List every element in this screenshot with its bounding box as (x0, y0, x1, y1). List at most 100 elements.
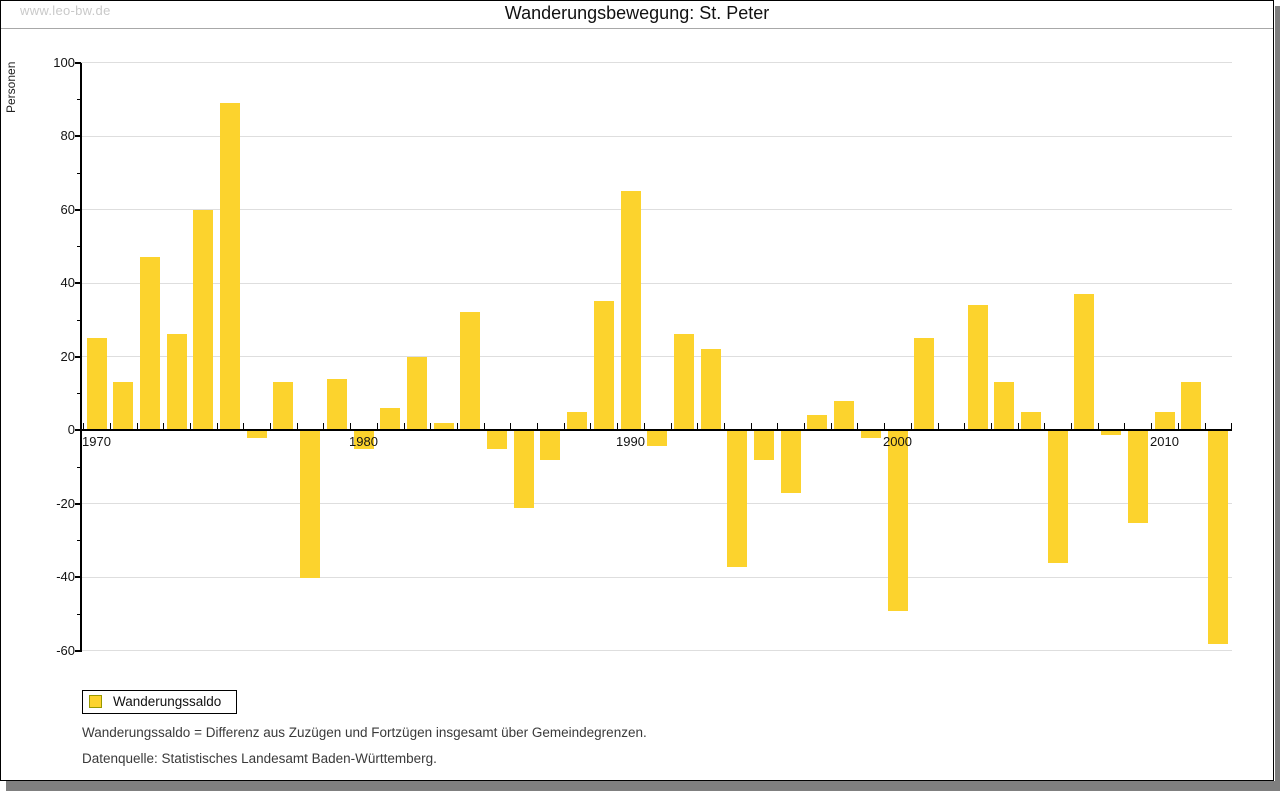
x-boundary-tick (670, 423, 672, 429)
chart-title: Wanderungsbewegung: St. Peter (504, 3, 770, 23)
bar-1976 (246, 431, 267, 439)
bar-1987 (540, 431, 561, 461)
bar-2006 (1047, 431, 1068, 564)
y-axis-label--60: -60 (56, 642, 75, 658)
x-boundary-tick (723, 423, 725, 429)
y-tick-0 (75, 429, 81, 431)
bar-2010 (1154, 411, 1175, 430)
x-boundary-tick (1231, 423, 1233, 429)
x-boundary-tick (136, 423, 138, 429)
x-boundary-tick (350, 423, 352, 429)
bar-2008 (1101, 431, 1122, 435)
x-boundary-tick (1097, 423, 1099, 429)
gridline--40 (81, 576, 1232, 578)
bar-1990 (620, 191, 641, 430)
bar-1982 (406, 356, 427, 430)
x-boundary-tick (910, 423, 912, 429)
x-boundary-tick (189, 423, 191, 429)
drop-shadow-right (1275, 6, 1280, 791)
x-boundary-tick (163, 423, 165, 429)
bar-2009 (1127, 431, 1148, 523)
y-minor-tick--30 (77, 540, 81, 542)
y-tick-80 (75, 135, 81, 137)
gridline--20 (81, 503, 1232, 504)
bar-1975 (220, 102, 240, 430)
bar-2012 (1207, 431, 1228, 645)
y-axis-label-80: 80 (60, 128, 75, 143)
caption-source: Datenquelle: Statistisches Landesamt Bad… (82, 751, 437, 766)
x-boundary-tick (990, 423, 992, 429)
bar-1984 (460, 312, 481, 430)
bar-1981 (380, 407, 401, 430)
x-boundary-tick (750, 423, 752, 429)
legend-swatch-icon (89, 695, 102, 708)
x-boundary-tick (243, 423, 245, 429)
bar-1998 (834, 400, 855, 430)
x-boundary-tick (376, 423, 378, 429)
y-axis-label-20: 20 (60, 348, 75, 364)
bar-1993 (700, 349, 721, 430)
x-boundary-tick (216, 423, 218, 429)
bar-1994 (727, 431, 748, 567)
x-boundary-tick (697, 423, 699, 429)
bar-2003 (967, 305, 988, 430)
bar-1973 (166, 334, 187, 430)
x-axis-label-2000: 2000 (883, 434, 912, 449)
x-boundary-tick (884, 423, 886, 429)
bar-1997 (807, 415, 828, 430)
x-boundary-tick (830, 423, 832, 429)
y-axis-label-60: 60 (60, 201, 75, 217)
bar-2001 (914, 338, 935, 430)
x-axis-label-1990: 1990 (616, 434, 645, 449)
x-boundary-tick (483, 423, 485, 429)
bar-2000 (887, 431, 908, 612)
bar-1992 (673, 334, 694, 430)
x-axis-zero-line (81, 429, 1232, 431)
x-axis-label-2010: 2010 (1150, 434, 1179, 449)
bar-1999 (860, 431, 881, 439)
x-axis-label-1970: 1970 (82, 434, 111, 449)
y-tick--20 (75, 502, 81, 505)
y-minor-tick-90 (77, 99, 81, 101)
x-boundary-tick (456, 423, 458, 429)
bar-1989 (593, 301, 614, 430)
bar-1983 (433, 422, 454, 430)
y-tick--60 (75, 649, 81, 652)
x-boundary-tick (1017, 423, 1019, 429)
gridline-40 (81, 282, 1232, 284)
title-separator (1, 28, 1273, 29)
bar-1988 (567, 411, 588, 430)
y-tick-100 (75, 61, 81, 64)
x-boundary-tick (857, 423, 859, 429)
bar-1995 (754, 431, 774, 461)
y-axis-label--20: -20 (56, 495, 75, 511)
bar-2005 (1021, 411, 1041, 430)
x-boundary-tick (430, 423, 432, 429)
y-tick-60 (75, 208, 81, 211)
y-axis-label--40: -40 (56, 569, 75, 584)
legend-box: Wanderungssaldo (82, 690, 238, 714)
x-boundary-tick (83, 423, 85, 429)
y-tick-40 (75, 282, 81, 284)
y-axis-label-40: 40 (60, 275, 75, 290)
x-boundary-tick (590, 423, 592, 429)
y-minor-tick-10 (77, 393, 81, 395)
bar-1970 (86, 338, 107, 430)
bar-1974 (193, 209, 214, 430)
bar-1972 (139, 257, 160, 430)
caption-definition: Wanderungssaldo = Differenz aus Zuzügen … (82, 725, 647, 740)
y-minor-tick-70 (77, 172, 81, 174)
x-boundary-tick (1044, 423, 1046, 429)
x-boundary-tick (964, 423, 966, 429)
drop-shadow-bottom (6, 781, 1280, 791)
x-boundary-tick (804, 423, 806, 429)
bar-1986 (513, 431, 534, 509)
x-boundary-tick (109, 423, 111, 429)
gridline-80 (81, 135, 1232, 137)
x-boundary-tick (270, 423, 272, 429)
legend-label: Wanderungssaldo (113, 694, 222, 709)
x-boundary-tick (1177, 423, 1179, 429)
y-tick-20 (75, 355, 81, 358)
x-boundary-tick (537, 423, 539, 429)
